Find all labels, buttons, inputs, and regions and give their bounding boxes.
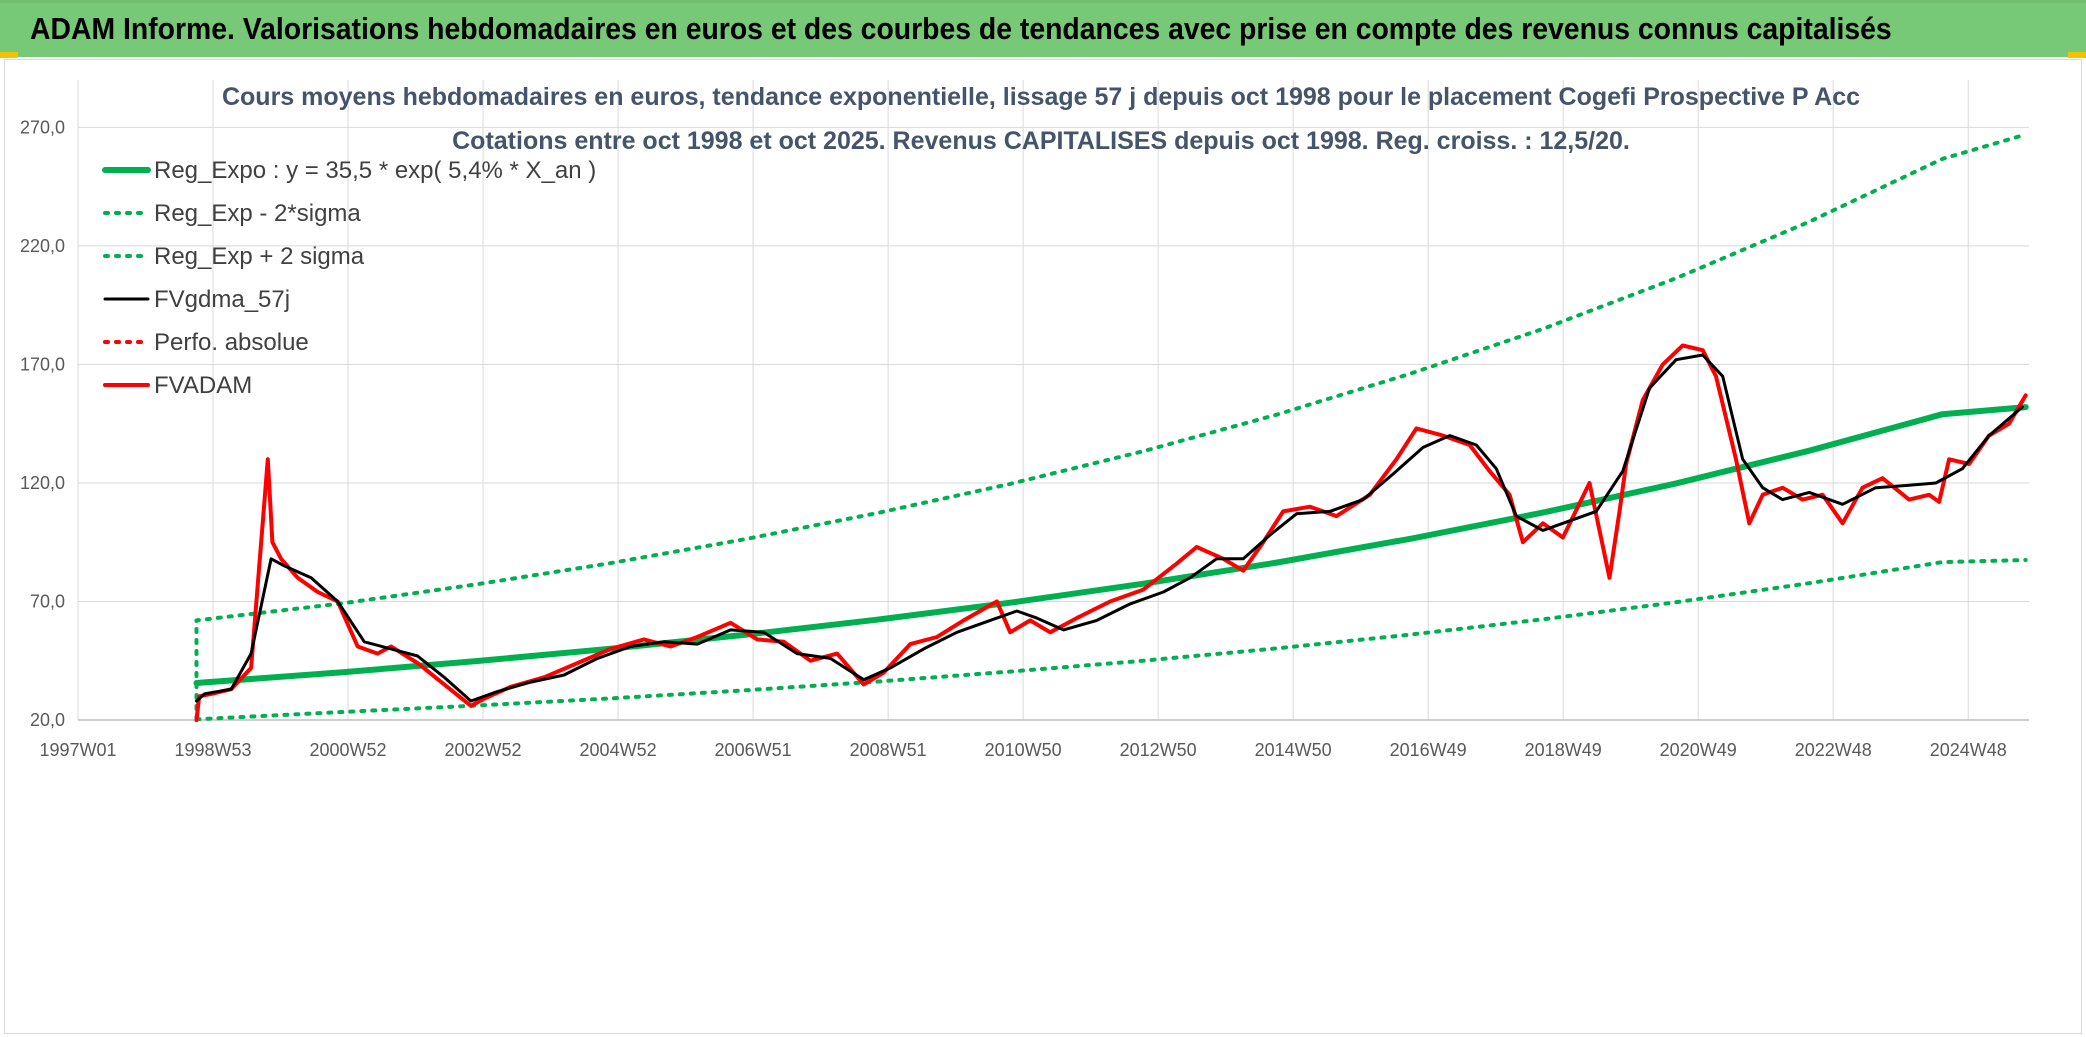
page-title: ADAM Informe. Valorisations hebdomadaire… [30, 11, 1892, 46]
x-tick-label: 2016W49 [1390, 740, 1467, 760]
x-tick-label: 2010W50 [985, 740, 1062, 760]
y-tick-label: 70,0 [30, 591, 65, 611]
series-line-0 [193, 404, 2029, 686]
y-tick-label: 270,0 [20, 117, 65, 137]
x-tick-label: 2000W52 [310, 740, 387, 760]
x-tick-label: 2004W52 [580, 740, 657, 760]
legend-label: Perfo. absolue [154, 329, 309, 356]
x-tick-label: 2014W50 [1255, 740, 1332, 760]
series-line-5 [194, 343, 2028, 722]
y-tick-label: 120,0 [20, 473, 65, 493]
chart-svg: Cours moyens hebdomadaires en euros, ten… [20, 80, 2029, 760]
series-layer [193, 132, 2029, 722]
grid-layer [77, 80, 2029, 721]
legend: Reg_Expo : y = 35,5 * exp( 5,4% * X_an )… [102, 157, 596, 399]
x-tick-label: 1998W53 [174, 740, 251, 760]
x-tick-label: 1997W01 [39, 740, 116, 760]
series-line-3 [195, 353, 2024, 703]
x-tick-label: 2008W51 [850, 740, 927, 760]
chart-title-line-2: Cotations entre oct 1998 et oct 2025. Re… [452, 127, 1630, 155]
series-line-1 [194, 558, 2028, 722]
chart-title-line-1: Cours moyens hebdomadaires en euros, ten… [222, 83, 1860, 111]
x-tick-label: 2002W52 [445, 740, 522, 760]
legend-label: FVgdma_57j [154, 286, 290, 313]
y-tick-label: 220,0 [20, 236, 65, 256]
series-line-2 [194, 132, 2028, 722]
axis-layer: 1997W01 1998W53 2000W52 2002W52 2004W52 2006W… [20, 117, 2029, 760]
legend-label: Reg_Exp - 2*sigma [154, 200, 361, 227]
legend-label: FVADAM [154, 372, 252, 399]
x-tick-label: 2018W49 [1525, 740, 1602, 760]
y-tick-label: 170,0 [20, 354, 65, 374]
x-tick-label: 2006W51 [715, 740, 792, 760]
x-tick-label: 2020W49 [1660, 740, 1737, 760]
x-tick-label: 2022W48 [1795, 740, 1872, 760]
legend-label: Reg_Expo : y = 35,5 * exp( 5,4% * X_an ) [154, 157, 596, 184]
x-tick-label: 2012W50 [1120, 740, 1197, 760]
y-tick-label: 20,0 [30, 710, 65, 730]
chart-area: Cours moyens hebdomadaires en euros, ten… [4, 59, 2082, 1034]
corner-marker [2068, 52, 2086, 58]
legend-label: Reg_Exp + 2 sigma [154, 243, 365, 270]
x-tick-label: 2024W48 [1930, 740, 2007, 760]
header-bar: ADAM Informe. Valorisations hebdomadaire… [0, 0, 2086, 57]
corner-marker [0, 52, 18, 58]
